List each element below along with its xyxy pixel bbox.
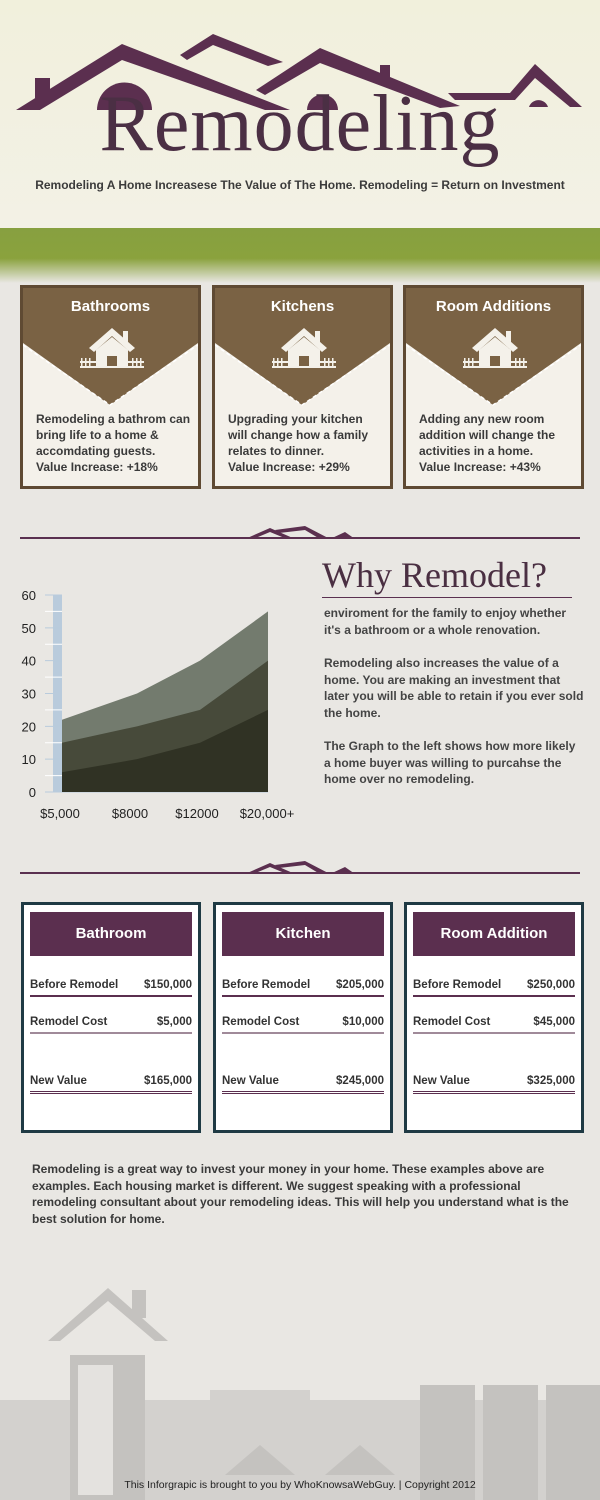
category-card: Room Additions Adding any new room addit… <box>403 285 584 489</box>
card-title: Kitchens <box>270 298 335 315</box>
row-value: $205,000 <box>336 979 384 991</box>
value-increase: Value Increase: +43% <box>419 460 541 474</box>
card-description: Adding any new room addition will change… <box>419 411 575 475</box>
row-value: $5,000 <box>156 1016 192 1028</box>
card-description: Remodeling a bathrom can bring life to a… <box>36 411 192 475</box>
value-increase: Value Increase: +29% <box>228 460 350 474</box>
house-icon <box>463 328 527 368</box>
row-label: New Value <box>222 1075 279 1087</box>
section-divider <box>20 537 580 539</box>
row-label: Before Remodel <box>222 979 311 991</box>
card-text: Upgrading your kitchen will change how a… <box>228 412 369 458</box>
x-tick-label: $8000 <box>112 806 148 821</box>
y-tick-label: 50 <box>22 621 36 636</box>
why-paragraph: enviroment for the family to enjoy wheth… <box>324 606 567 637</box>
y-tick-label: 20 <box>22 719 36 734</box>
value-increase: Value Increase: +18% <box>36 460 158 474</box>
why-paragraph: Remodeling also increases the value of a… <box>324 656 584 720</box>
card-description: Upgrading your kitchen will change how a… <box>228 411 384 475</box>
table-title: Kitchen <box>222 912 384 956</box>
row-value: $150,000 <box>144 979 192 991</box>
house-icon <box>80 328 144 368</box>
row-label: Remodel Cost <box>30 1016 108 1028</box>
row-label: Before Remodel <box>413 979 502 991</box>
footer-credit: This Inforgrapic is brought to you by Wh… <box>124 1479 476 1491</box>
value-table: Kitchen Before Remodel $205,000 Remodel Cos… <box>213 902 393 1133</box>
row-value: $165,000 <box>144 1075 192 1087</box>
table-row: Remodel Cost $45,000 <box>413 1016 575 1034</box>
x-tick-label: $20,000+ <box>240 806 295 821</box>
y-tick-label: 60 <box>22 588 36 603</box>
house-icon <box>272 328 336 368</box>
table-row: New Value $325,000 <box>413 1075 575 1094</box>
section-divider <box>20 872 580 874</box>
closing-paragraph: Remodeling is a great way to invest your… <box>32 1162 569 1226</box>
header-background <box>0 0 600 235</box>
category-card: Bathrooms Remodeling a bathrom can bring… <box>20 285 201 489</box>
why-paragraph: The Graph to the left shows how more lik… <box>324 739 576 786</box>
table-row: Before Remodel $205,000 <box>222 979 384 997</box>
y-tick-label: 10 <box>22 752 36 767</box>
table-row: Before Remodel $150,000 <box>30 979 192 997</box>
value-table: Room Addition Before Remodel $250,000 Remod… <box>404 902 584 1133</box>
table-title: Room Addition <box>413 912 575 956</box>
y-tick-label: 30 <box>22 687 36 702</box>
card-title: Room Additions <box>435 298 552 315</box>
rooftop-ornament-icon <box>245 526 355 539</box>
why-remodel-text: enviroment for the family to enjoy wheth… <box>324 605 584 805</box>
row-label: New Value <box>413 1075 470 1087</box>
y-tick-label: 0 <box>29 785 36 800</box>
row-label: Before Remodel <box>30 979 119 991</box>
table-row: New Value $245,000 <box>222 1075 384 1094</box>
rooftops-logo-icon <box>16 34 582 110</box>
row-label: New Value <box>30 1075 87 1087</box>
page-subtitle: Remodeling A Home Increasese The Value o… <box>35 178 565 192</box>
row-value: $45,000 <box>533 1016 575 1028</box>
y-tick-label: 40 <box>22 654 36 669</box>
city-skyline-illustration <box>0 1288 600 1500</box>
table-row: New Value $165,000 <box>30 1075 192 1094</box>
table-row: Remodel Cost $10,000 <box>222 1016 384 1034</box>
why-remodel-heading: Why Remodel? <box>322 553 572 598</box>
row-label: Remodel Cost <box>222 1016 300 1028</box>
card-title: Bathrooms <box>70 298 151 315</box>
table-row: Before Remodel $250,000 <box>413 979 575 997</box>
row-value: $250,000 <box>527 979 575 991</box>
value-table: Bathroom Before Remodel $150,000 Remodel Co… <box>21 902 201 1133</box>
row-value: $325,000 <box>527 1075 575 1087</box>
row-value: $245,000 <box>336 1075 384 1087</box>
x-tick-label: $12000 <box>175 806 218 821</box>
area-series-3 <box>62 709 268 792</box>
table-title: Bathroom <box>30 912 192 956</box>
category-card: Kitchens Upgrading your kitchen will cha… <box>212 285 393 489</box>
card-text: Remodeling a bathrom can bring life to a… <box>36 412 191 458</box>
grass-band <box>0 228 600 283</box>
area-chart: 0 10 20 30 40 50 60 $5,000 $8000 $12000 $20,000+ <box>22 588 295 821</box>
row-value: $10,000 <box>342 1016 384 1028</box>
rooftop-ornament-icon <box>245 861 355 874</box>
card-text: Adding any new room addition will change… <box>419 412 556 458</box>
table-row: Remodel Cost $5,000 <box>30 1016 192 1034</box>
row-label: Remodel Cost <box>413 1016 491 1028</box>
x-tick-label: $5,000 <box>40 806 80 821</box>
page-title: Remodeling <box>99 80 501 168</box>
